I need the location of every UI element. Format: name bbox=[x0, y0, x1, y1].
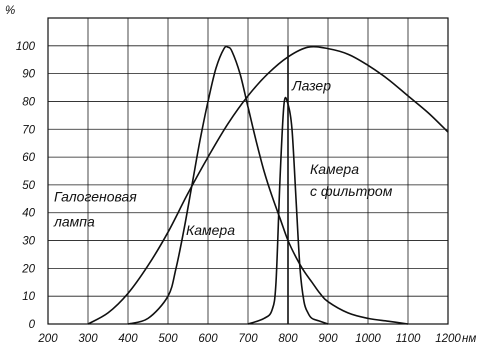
x-tick-label: 1000 bbox=[355, 333, 381, 345]
y-tick-label: 100 bbox=[16, 41, 36, 53]
x-tick-label: 700 bbox=[238, 333, 258, 345]
annotations: Галогеновая лампа Камера Лазер Камера с фильт… bbox=[53, 77, 393, 238]
curves bbox=[87, 45, 449, 325]
x-tick-label: 600 bbox=[198, 333, 218, 345]
y-tick-label: 70 bbox=[22, 124, 35, 136]
y-tick-label: 50 bbox=[22, 180, 35, 192]
annotation-label: Камера bbox=[186, 222, 235, 238]
y-tick-label: 90 bbox=[22, 69, 35, 81]
y-tick-label: 80 bbox=[22, 96, 35, 108]
tick-labels: 200 300 400 500 600 700 800 900 1000 1100 1200 0 10 2… bbox=[16, 41, 462, 345]
y-tick-label: 30 bbox=[22, 236, 35, 248]
series-line bbox=[127, 45, 409, 325]
annotation-label: лампа bbox=[53, 214, 95, 230]
y-tick-label: 20 bbox=[21, 263, 35, 275]
x-tick-label: 900 bbox=[318, 333, 338, 345]
series-line bbox=[87, 45, 449, 325]
x-axis-unit: нм bbox=[462, 333, 476, 345]
y-tick-label: 0 bbox=[29, 319, 36, 331]
annotation-label: Лазер bbox=[291, 77, 331, 93]
x-tick-label: 300 bbox=[78, 333, 98, 345]
x-tick-label: 800 bbox=[278, 333, 298, 345]
x-tick-label: 400 bbox=[118, 333, 138, 345]
y-tick-label: 10 bbox=[22, 291, 35, 303]
x-tick-label: 1200 bbox=[435, 333, 461, 345]
y-axis-label: % bbox=[5, 5, 15, 17]
grid bbox=[47, 17, 449, 325]
series-line bbox=[247, 96, 329, 325]
x-tick-label: 500 bbox=[158, 333, 178, 345]
annotation-label: Галогеновая bbox=[54, 189, 137, 205]
y-tick-label: 40 bbox=[22, 208, 35, 220]
annotation-label: Камера bbox=[310, 161, 359, 177]
y-tick-label: 60 bbox=[22, 152, 35, 164]
x-tick-label: 200 bbox=[37, 333, 58, 345]
annotation-label: с фильтром bbox=[310, 183, 393, 199]
x-tick-label: 1100 bbox=[396, 333, 421, 345]
